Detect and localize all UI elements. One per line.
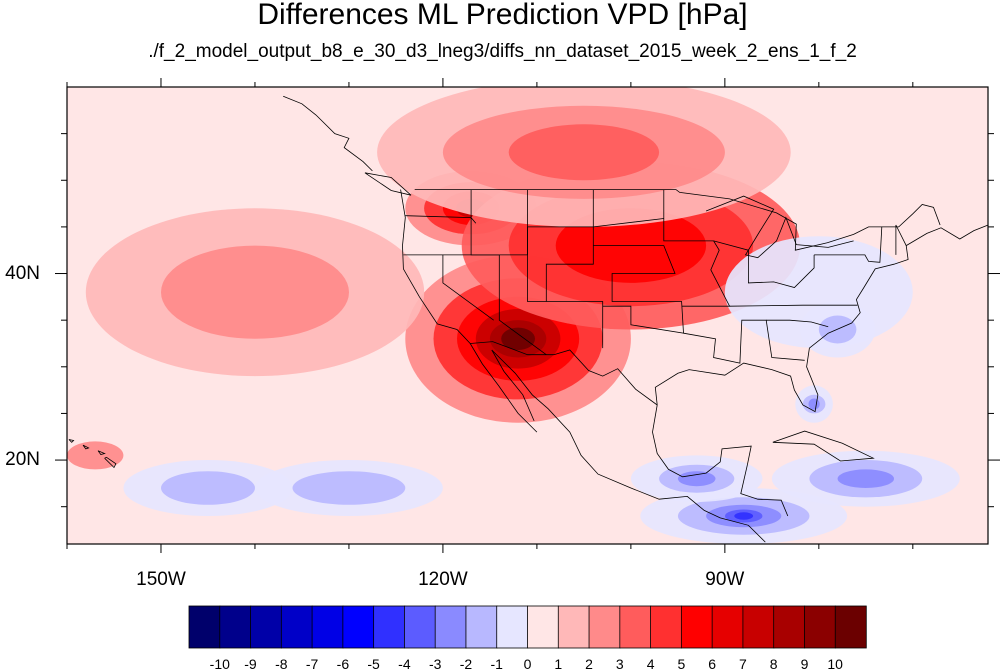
y-tick-label: 40N: [5, 262, 40, 284]
colorbar-label: -1: [490, 656, 503, 672]
colorbar-swatch: [527, 605, 559, 649]
field-region: [292, 471, 406, 505]
tick-layer: [55, 78, 1000, 553]
x-tick-label: 150W: [136, 569, 186, 590]
field-region: [734, 512, 754, 520]
field-region: [508, 124, 660, 181]
colorbar-swatch: [342, 605, 375, 649]
outline-hawaii-big: [104, 456, 117, 469]
colorbar-label: -2: [459, 656, 473, 672]
colorbar-label: -9: [244, 656, 257, 672]
colorbar-label: -8: [275, 656, 288, 672]
colorbar-swatch: [250, 605, 283, 649]
colorbar-swatch: [465, 605, 498, 649]
colorbar-label: -7: [305, 656, 319, 672]
colorbar-swatch: [404, 605, 436, 649]
colorbar-swatch: [804, 605, 836, 649]
outline-alaska-coast: [283, 95, 373, 172]
colorbar-swatch: [311, 605, 344, 649]
field-region: [837, 469, 894, 489]
chart-subtitle: ./f_2_model_output_b8_e_30_d3_lneg3/diff…: [148, 41, 857, 62]
outline-states-13: [814, 226, 883, 263]
outline-states-12: [766, 319, 829, 328]
outline-states-2: [442, 254, 494, 321]
colorbar-label: 1: [554, 656, 563, 672]
colorbar-label: 3: [615, 656, 624, 672]
outline-great-lakes: [705, 195, 854, 259]
colorbar-swatch: [773, 605, 806, 649]
colorbar-label: 4: [646, 656, 655, 672]
colorbar-swatch: [280, 605, 313, 649]
colorbar-swatch: [588, 605, 621, 649]
colorbar-swatch: [650, 605, 683, 649]
colorbar-label: 10: [827, 656, 843, 672]
x-tick-label: 120W: [418, 569, 468, 590]
outline-mexico-gulf: [652, 404, 789, 517]
outline-hawaii-oahu: [82, 444, 90, 450]
colorbar-label: -3: [428, 656, 442, 672]
outline-hawaii-maui: [97, 450, 106, 455]
y-tick-label: 20N: [5, 449, 40, 471]
colorbar-label: 9: [800, 656, 809, 672]
field-region: [501, 327, 535, 350]
coastline-layer: [68, 95, 988, 543]
outline-us-mexico: [470, 341, 658, 406]
colorbar-label: 5: [677, 656, 686, 672]
field-region: [677, 471, 716, 487]
colorbar-label: 2: [585, 656, 593, 672]
outline-vancouver-island: [364, 172, 412, 196]
colorbar-swatch: [496, 605, 529, 649]
colorbar-swatch: [557, 605, 590, 649]
field-region: [161, 245, 349, 339]
outline-states-6: [405, 215, 477, 224]
outline-hawaii-kauai: [68, 439, 75, 443]
colorbar-swatch: [619, 605, 652, 649]
field-region: [808, 398, 820, 410]
outline-states-5: [403, 218, 664, 256]
outline-states-7: [593, 245, 684, 334]
outline-cuba: [772, 430, 875, 462]
plot-frame: [66, 86, 989, 545]
colorbar-label: 0: [523, 656, 532, 672]
chart-title: Differences ML Prediction VPD [hPa]: [257, 0, 748, 31]
colorbar-label: -10: [209, 656, 230, 672]
outline-states-10: [729, 304, 858, 307]
colorbar-swatch: [742, 605, 775, 649]
outline-us-canada: [414, 189, 941, 251]
outline-states-11: [683, 319, 805, 364]
colorbar-swatch: [219, 605, 252, 649]
colorbar-swatch: [373, 605, 406, 649]
outline-states-9: [713, 240, 815, 288]
colorbar-swatch: [680, 605, 713, 649]
outline-mexico-west: [491, 349, 766, 543]
colorbar-swatch: [711, 605, 744, 649]
colorbar-label: -4: [398, 656, 411, 672]
colorbar-label: -6: [336, 656, 350, 672]
x-tick-label: 90W: [705, 569, 745, 590]
outline-gulf-coast: [654, 224, 988, 413]
colorbar-label: 7: [738, 656, 747, 672]
colorbar-label: -5: [367, 656, 380, 672]
colorbar-label: 6: [708, 656, 716, 672]
colorbar-swatch: [188, 605, 221, 649]
field-region: [161, 471, 255, 505]
outline-west-coast: [400, 189, 538, 433]
outline-states-14: [895, 224, 907, 255]
colorbar: [188, 605, 867, 649]
outline-baja-inner: [491, 349, 535, 422]
colorbar-swatch: [834, 605, 867, 649]
colorbar-label: 8: [769, 656, 778, 672]
colorbar-swatch: [434, 605, 467, 649]
